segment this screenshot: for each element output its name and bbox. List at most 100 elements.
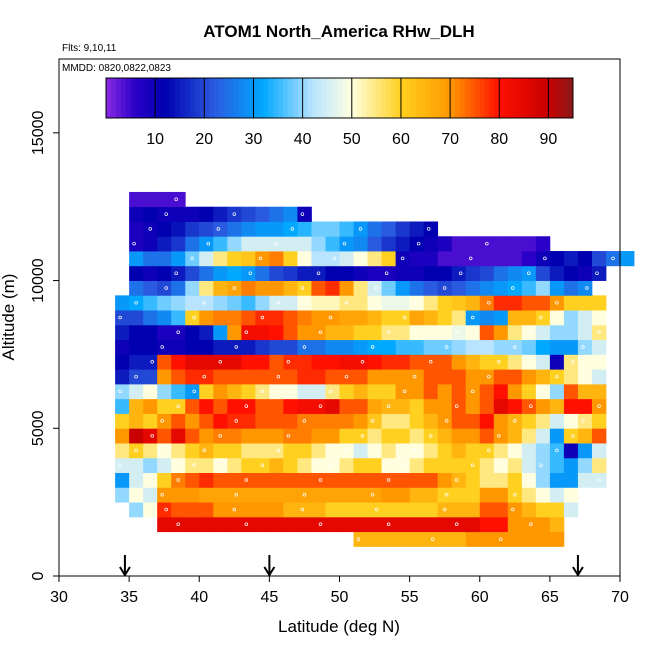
colorbar-swatch: [278, 78, 284, 118]
sample-point: [402, 315, 407, 320]
heatmap-cell: [241, 413, 256, 429]
heatmap-cell: [325, 516, 340, 533]
sample-point: [218, 433, 223, 438]
heatmap-cell: [563, 251, 579, 267]
heatmap-cell: [521, 502, 537, 518]
heatmap-cell: [423, 324, 439, 341]
sample-point: [412, 448, 417, 453]
heatmap-cell: [325, 383, 340, 400]
heatmap-cell: [255, 206, 270, 222]
heatmap-cell: [185, 236, 200, 252]
heatmap-cell: [423, 369, 439, 385]
heatmap-cell: [339, 502, 354, 518]
heatmap-cell: [451, 295, 467, 311]
heatmap-cell: [115, 428, 130, 444]
heatmap-cell: [241, 236, 256, 252]
colorbar-swatch: [248, 78, 254, 118]
sample-point: [344, 374, 349, 379]
heatmap-cell: [311, 339, 326, 355]
heatmap-cell: [577, 354, 593, 370]
heatmap-cell: [283, 443, 298, 459]
heatmap-cell: [185, 221, 200, 237]
heatmap-cell: [115, 324, 130, 341]
heatmap-cell: [283, 487, 298, 503]
heatmap-cell: [591, 443, 607, 459]
heatmap-cell: [311, 398, 326, 414]
heatmap-cell: [115, 339, 130, 355]
colorbar-swatch: [381, 78, 387, 118]
heatmap-cell: [283, 369, 298, 385]
heatmap-cell: [507, 472, 523, 488]
colorbar-swatch: [238, 78, 245, 118]
heatmap-cell: [171, 457, 186, 473]
heatmap-cell: [115, 354, 130, 370]
heatmap-cell: [171, 295, 186, 311]
heatmap-cell: [535, 487, 551, 503]
heatmap-cell: [353, 516, 368, 533]
heatmap-cell: [227, 487, 242, 503]
sample-point: [527, 271, 531, 275]
heatmap-cell: [381, 310, 396, 326]
sample-point: [318, 478, 323, 482]
sample-point: [370, 419, 375, 423]
heatmap-cell: [227, 369, 242, 385]
x-tick-label: 35: [120, 589, 138, 606]
heatmap-cell: [269, 354, 284, 370]
heatmap-cell: [255, 310, 270, 326]
heatmap-cell: [367, 457, 382, 473]
colorbar-swatch: [145, 78, 151, 118]
heatmap-cell: [199, 310, 214, 326]
heatmap-cell: [283, 339, 298, 355]
heatmap-cell: [521, 398, 537, 414]
sample-point: [597, 330, 601, 335]
heatmap-cell: [269, 236, 284, 252]
heatmap-cell: [563, 280, 579, 296]
heatmap-cell: [241, 221, 256, 237]
heatmap-cell: [339, 265, 354, 281]
heatmap-cell: [269, 443, 284, 459]
heatmap-cell: [423, 472, 439, 488]
heatmap-cell: [465, 339, 481, 355]
heatmap-cell: [381, 369, 396, 385]
colorbar-swatch: [514, 78, 520, 118]
colorbar-swatch: [474, 78, 481, 118]
sample-point: [202, 448, 207, 453]
heatmap-cell: [143, 457, 158, 473]
heatmap-cell: [535, 516, 551, 533]
heatmap-cell: [549, 280, 565, 296]
heatmap-cell: [479, 472, 495, 488]
heatmap-cell: [227, 502, 242, 518]
heatmap-cell: [563, 428, 579, 444]
heatmap-cell: [535, 265, 551, 281]
sample-point: [402, 389, 407, 394]
sample-point: [300, 507, 305, 512]
heatmap-cell: [213, 472, 228, 488]
heatmap-cell: [409, 251, 425, 267]
heatmap-cell: [227, 310, 242, 326]
colorbar-swatch: [371, 78, 377, 118]
heatmap-cell: [479, 236, 495, 252]
sample-point: [356, 537, 361, 541]
heatmap-cell: [241, 487, 256, 503]
heatmap-cell: [451, 310, 467, 326]
heatmap-cell: [437, 354, 453, 370]
heatmap-cell: [465, 443, 481, 459]
heatmap-cell: [143, 369, 158, 385]
heatmap-cell: [353, 457, 368, 473]
heatmap-cell: [479, 457, 495, 473]
colorbar-swatch: [356, 78, 363, 118]
sample-point: [611, 256, 615, 261]
colorbar-swatch: [332, 78, 338, 118]
heatmap-cell: [157, 191, 172, 208]
heatmap-cell: [213, 354, 228, 370]
colorbar-swatch: [179, 78, 186, 118]
sample-point: [412, 300, 417, 305]
heatmap-cell: [437, 472, 453, 488]
sample-point: [244, 330, 249, 335]
sample-point: [192, 315, 196, 320]
sample-point: [342, 241, 347, 246]
heatmap-cell: [549, 398, 565, 414]
colorbar-swatch: [499, 78, 505, 118]
sample-point: [400, 256, 405, 261]
